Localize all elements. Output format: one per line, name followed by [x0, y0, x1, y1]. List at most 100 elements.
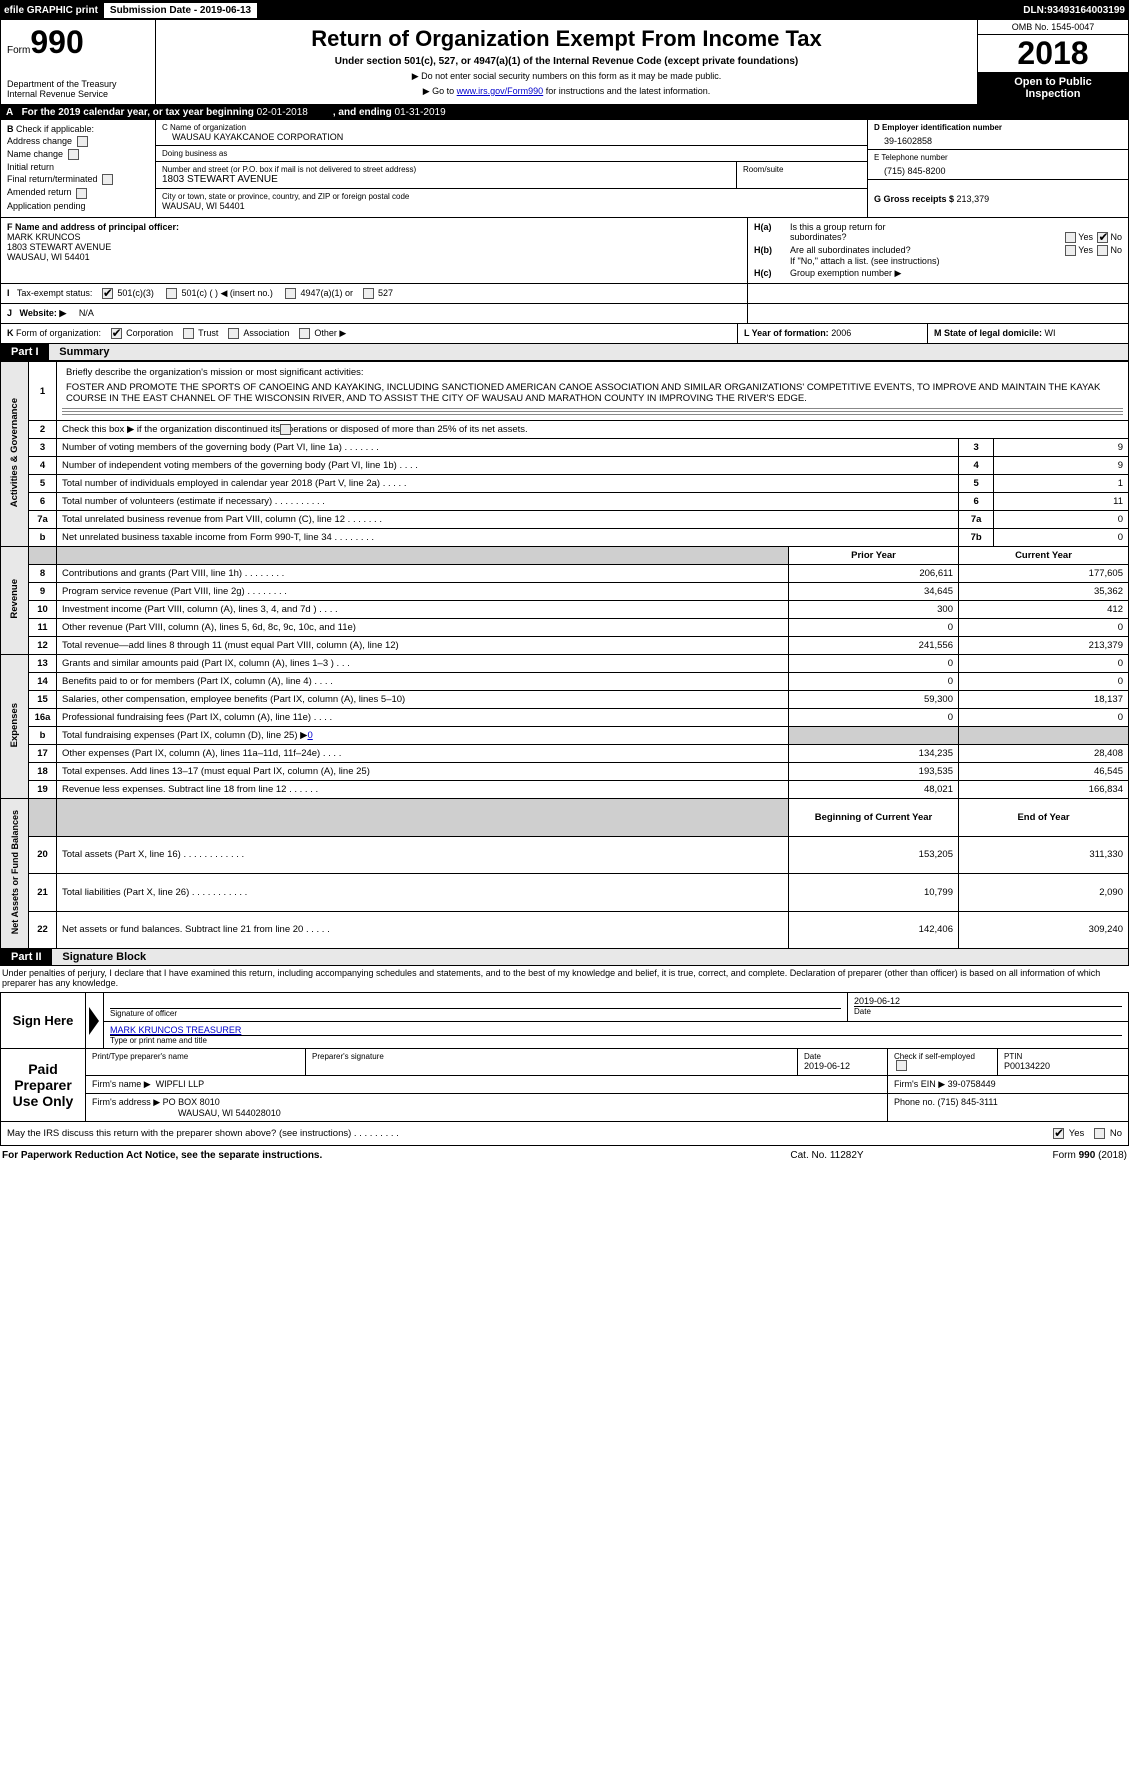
dept-treasury: Department of the Treasury	[7, 79, 149, 89]
goto-prefix: ▶ Go to	[423, 86, 457, 96]
box-b-lead: B	[7, 124, 14, 134]
line-16a: 16aProfessional fundraising fees (Part I…	[1, 709, 1129, 727]
sign-here-block: Sign Here Signature of officer 2019-06-1…	[0, 992, 1129, 1049]
block-bcdeg: B Check if applicable: Address change Na…	[0, 120, 1129, 218]
checkbox-icon[interactable]	[1053, 1128, 1064, 1139]
hb-label: H(b)	[754, 245, 790, 255]
box-c: C Name of organization WAUSAU KAYAKCANOE…	[156, 120, 868, 217]
ein-value: 39-1602858	[874, 132, 1122, 146]
firm-name-label: Firm's name ▶	[92, 1079, 151, 1089]
prep-col3: Date	[804, 1052, 881, 1061]
box-b: B Check if applicable: Address change Na…	[1, 120, 156, 217]
checkbox-icon[interactable]	[285, 288, 296, 299]
chk-address-change: Address change	[7, 136, 149, 147]
checkbox-icon[interactable]	[68, 149, 79, 160]
part2-title: Signature Block	[54, 951, 146, 963]
open-to-public: Open to Public Inspection	[978, 72, 1128, 104]
side-net-assets: Net Assets or Fund Balances	[1, 799, 29, 949]
checkbox-icon[interactable]	[76, 188, 87, 199]
checkbox-icon[interactable]	[299, 328, 310, 339]
line2-text: Check this box ▶ if the organization dis…	[57, 421, 1129, 439]
row-j-value: N/A	[79, 308, 94, 318]
box-f: F Name and address of principal officer:…	[1, 218, 748, 283]
line-desc: Program service revenue (Part VIII, line…	[57, 583, 789, 601]
part1-title: Summary	[51, 346, 109, 358]
row-j-label: Website: ▶	[20, 308, 67, 318]
line-desc: Total fundraising expenses (Part IX, col…	[57, 727, 789, 745]
line-desc: Benefits paid to or for members (Part IX…	[57, 673, 789, 691]
line-value: 0	[994, 529, 1129, 547]
line-21: 21Total liabilities (Part X, line 26) . …	[1, 874, 1129, 912]
opt-527: 527	[378, 288, 393, 298]
opt-4947: 4947(a)(1) or	[300, 288, 353, 298]
arrow-icon	[89, 1007, 99, 1035]
checkbox-icon[interactable]	[111, 328, 122, 339]
row-k-lead: K	[7, 328, 14, 338]
checkbox-icon[interactable]	[363, 288, 374, 299]
form-subtitle-2: ▶ Do not enter social security numbers o…	[162, 71, 971, 82]
checkbox-icon[interactable]	[1065, 245, 1076, 256]
penalty-statement: Under penalties of perjury, I declare th…	[0, 966, 1129, 992]
checkbox-icon[interactable]	[102, 174, 113, 185]
prior-value: 0	[789, 709, 959, 727]
box-f-label: F Name and address of principal officer:	[7, 222, 179, 232]
checkbox-icon[interactable]	[1065, 232, 1076, 243]
checkbox-icon[interactable]	[1097, 232, 1108, 243]
current-value: 166,834	[959, 781, 1129, 799]
side-activities-governance: Activities & Governance	[1, 362, 29, 547]
prep-col4: Check if self-employed	[888, 1049, 998, 1075]
chk-name-change: Name change	[7, 149, 149, 160]
current-value: 2,090	[959, 874, 1129, 912]
line-desc: Number of voting members of the governin…	[57, 439, 959, 457]
firm-addr2: WAUSAU, WI 544028010	[92, 1108, 881, 1118]
checkbox-icon[interactable]	[280, 424, 291, 435]
firm-ein-label: Firm's EIN ▶	[894, 1079, 948, 1089]
line-desc: Total number of volunteers (estimate if …	[57, 493, 959, 511]
form990-link[interactable]: www.irs.gov/Form990	[457, 86, 544, 96]
room-label: Room/suite	[743, 165, 861, 174]
prior-value: 193,535	[789, 763, 959, 781]
sign-date: 2019-06-12	[854, 996, 1122, 1006]
officer-city: WAUSAU, WI 54401	[7, 252, 90, 262]
officer-name-title[interactable]: MARK KRUNCOS TREASURER	[110, 1025, 241, 1035]
ha-text1: Is this a group return for	[790, 222, 886, 232]
officer-street: 1803 STEWART AVENUE	[7, 242, 111, 252]
line-4: 4 Number of independent voting members o…	[1, 457, 1129, 475]
ha-label: H(a)	[754, 222, 790, 232]
firm-phone: (715) 845-3111	[938, 1097, 998, 1107]
checkbox-icon[interactable]	[228, 328, 239, 339]
checkbox-icon[interactable]	[77, 136, 88, 147]
opt-trust: Trust	[198, 328, 218, 338]
checkbox-icon[interactable]	[1097, 245, 1108, 256]
checkbox-icon[interactable]	[1094, 1128, 1105, 1139]
line-desc: Number of independent voting members of …	[57, 457, 959, 475]
line16b-link[interactable]: 0	[307, 730, 312, 741]
line-desc: Total revenue—add lines 8 through 11 (mu…	[57, 637, 789, 655]
checkbox-icon[interactable]	[896, 1060, 907, 1071]
line-desc: Other expenses (Part IX, column (A), lin…	[57, 745, 789, 763]
block-j: J Website: ▶ N/A	[0, 304, 1129, 324]
ha-text2: subordinates?	[790, 232, 847, 242]
line-desc: Grants and similar amounts paid (Part IX…	[57, 655, 789, 673]
row-i-label: Tax-exempt status:	[17, 288, 93, 298]
row-m-label: M State of legal domicile:	[934, 328, 1045, 338]
org-name: WAUSAU KAYAKCANOE CORPORATION	[162, 132, 861, 142]
gross-receipts-label: G Gross receipts $	[874, 194, 957, 204]
efile-print-label[interactable]: efile GRAPHIC print	[4, 5, 98, 16]
row-k-label: Form of organization:	[16, 328, 101, 338]
checkbox-icon[interactable]	[102, 288, 113, 299]
prior-value: 0	[789, 655, 959, 673]
line-desc: Total unrelated business revenue from Pa…	[57, 511, 959, 529]
checkbox-icon[interactable]	[166, 288, 177, 299]
page-footer: For Paperwork Reduction Act Notice, see …	[0, 1146, 1129, 1161]
part1-table: Activities & Governance 1 Briefly descri…	[0, 361, 1129, 949]
chk-final-return: Final return/terminated	[7, 174, 149, 185]
firm-addr1: PO BOX 8010	[163, 1097, 220, 1107]
chk-app-pending: Application pending	[7, 201, 149, 211]
prior-year-hdr: Prior Year	[789, 547, 959, 565]
form-title: Return of Organization Exempt From Incom…	[162, 26, 971, 52]
line-desc: Other revenue (Part VIII, column (A), li…	[57, 619, 789, 637]
gross-receipts-value: 213,379	[957, 194, 990, 204]
prior-value: 48,021	[789, 781, 959, 799]
checkbox-icon[interactable]	[183, 328, 194, 339]
